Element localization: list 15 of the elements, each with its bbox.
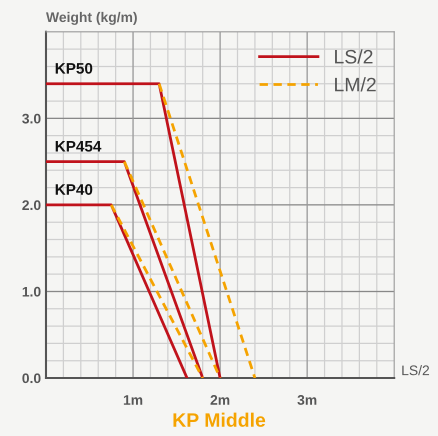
x-tick-label: 1m — [124, 395, 142, 405]
legend-label: LS/2 — [335, 49, 372, 64]
y-tick-label: 2.0 — [22, 200, 41, 210]
annotation: KP50 — [56, 62, 92, 74]
y-tick-label: 0.0 — [22, 373, 41, 384]
annotation: KP454 — [56, 141, 102, 152]
y-tick-label: 3.0 — [22, 114, 41, 124]
y-axis-title: Weight (kg/m) — [46, 12, 137, 25]
text: KP Middle — [173, 412, 266, 427]
x-axis-title: LS/2 — [402, 365, 430, 376]
annotation: KP40 — [56, 184, 92, 195]
legend-label: LM/2 — [335, 77, 376, 92]
y-tick-label: 1.0 — [22, 286, 41, 297]
x-tick-label: 3m — [297, 395, 316, 405]
x-tick-label: 2m — [210, 395, 230, 405]
